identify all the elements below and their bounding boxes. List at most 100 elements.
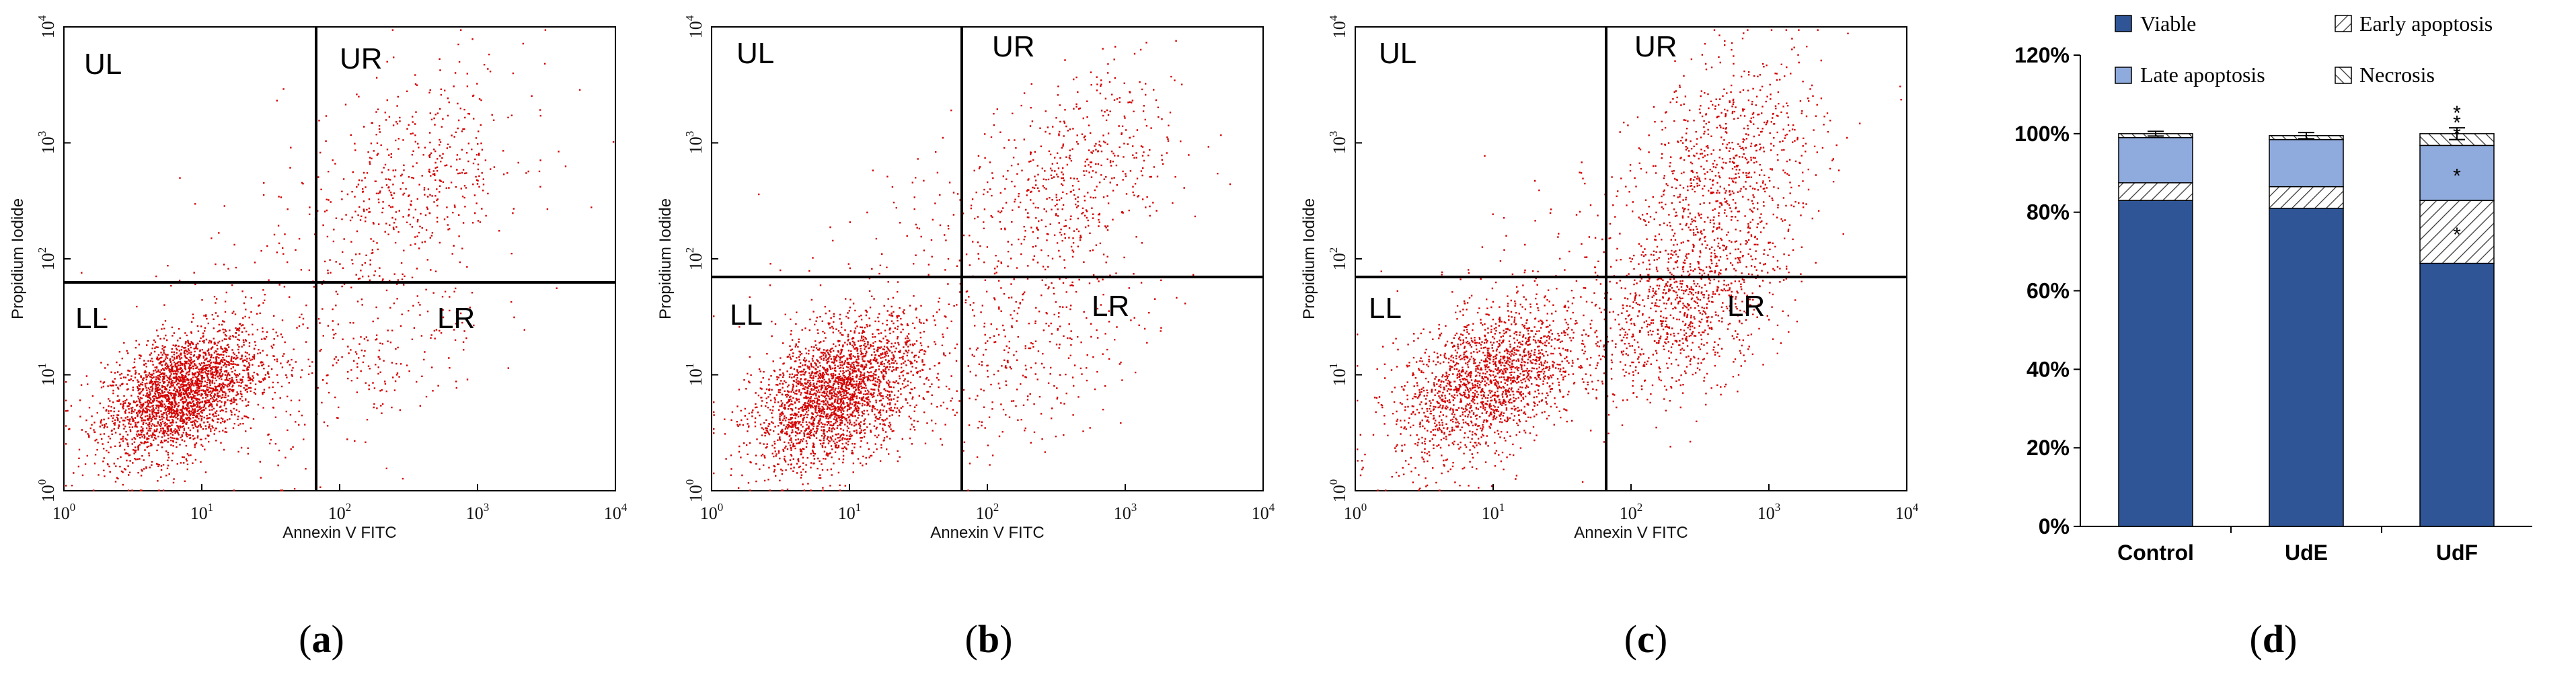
y-tick-label: 102 bbox=[1327, 247, 1349, 271]
flow-panel-b: UL UR LL LR 100 101 102 103 104 100 101 … bbox=[656, 15, 1275, 661]
y-tick-label: 0% bbox=[2039, 514, 2070, 538]
bars: ***** bbox=[2118, 102, 2495, 527]
y-axis-ticks: 0% 20% 40% 60% 80% 100% 120% bbox=[2014, 43, 2080, 538]
y-tick-label: 100 bbox=[683, 479, 706, 503]
legend-label-viable: Viable bbox=[2140, 11, 2196, 36]
legend-label-early-apoptosis: Early apoptosis bbox=[2359, 11, 2493, 36]
stacked-bar-panel: Viable Early apoptosis Late apoptosis Ne… bbox=[2014, 11, 2532, 661]
scatter-points bbox=[713, 40, 1232, 491]
x-category-label: Control bbox=[2117, 541, 2194, 565]
y-axis-ticks: 100 101 102 103 104 bbox=[683, 15, 706, 502]
scatter-points bbox=[65, 29, 615, 491]
scatter-dots bbox=[713, 40, 1232, 491]
y-axis-title: Propidium Iodide bbox=[1300, 198, 1318, 319]
quadrant-label-ul: UL bbox=[736, 37, 774, 70]
quadrant-label-ul: UL bbox=[1379, 37, 1416, 70]
significance-star: * bbox=[2453, 224, 2461, 246]
significance-star: * bbox=[2453, 112, 2461, 134]
y-tick-label: 102 bbox=[36, 247, 58, 271]
scatter-points bbox=[1357, 29, 1902, 491]
y-tick-label: 101 bbox=[683, 363, 706, 387]
plot-area bbox=[1355, 26, 1907, 491]
x-tick-label: 100 bbox=[700, 501, 724, 523]
x-category-label: UdF bbox=[2436, 541, 2478, 565]
bar-segment-early-apoptosis bbox=[2269, 186, 2344, 209]
flow-panel-c: UL UR LL LR 100 101 102 103 104 100 101 … bbox=[1300, 15, 1919, 661]
x-axis-ticks: 100 101 102 103 104 bbox=[700, 501, 1275, 523]
x-axis-title: Annexin V FITC bbox=[1574, 524, 1688, 542]
y-tick-label: 101 bbox=[1327, 363, 1349, 387]
x-tick-label: 100 bbox=[52, 501, 76, 523]
x-category-label: UdE bbox=[2285, 541, 2328, 565]
x-tick-label: 104 bbox=[1895, 501, 1919, 523]
error-bar bbox=[2298, 132, 2314, 140]
y-tick-label: 60% bbox=[2026, 279, 2070, 303]
y-tick-label: 103 bbox=[1327, 131, 1349, 155]
x-axis-title: Annexin V FITC bbox=[930, 524, 1044, 542]
quadrant-label-ur: UR bbox=[992, 30, 1035, 63]
bar-segment-viable bbox=[2118, 200, 2193, 527]
x-axis-title: Annexin V FITC bbox=[282, 524, 396, 542]
y-tick-label: 40% bbox=[2026, 357, 2070, 381]
x-tick-label: 101 bbox=[838, 501, 862, 523]
y-axis-title: Propidium Iodide bbox=[656, 198, 675, 319]
panel-label-a: (a) bbox=[299, 617, 344, 661]
flow-panel-a: UL UR LL LR 100 101 102 103 104 100 101 … bbox=[9, 15, 628, 661]
x-tick-label: 101 bbox=[190, 501, 214, 523]
x-axis-labels: Control UdE UdF bbox=[2117, 526, 2478, 565]
x-tick-label: 102 bbox=[1620, 501, 1643, 523]
legend-swatch-late-apoptosis bbox=[2115, 67, 2132, 84]
y-axis-title: Propidium Iodide bbox=[9, 198, 27, 319]
y-tick-label: 80% bbox=[2026, 200, 2070, 225]
y-tick-label: 100% bbox=[2014, 122, 2070, 146]
y-tick-label: 104 bbox=[36, 15, 58, 38]
bar-segment-viable bbox=[2269, 208, 2344, 527]
y-tick-label: 100 bbox=[1327, 479, 1349, 503]
y-axis-ticks: 100 101 102 103 104 bbox=[1327, 15, 1349, 502]
x-tick-label: 104 bbox=[604, 501, 628, 523]
x-tick-label: 104 bbox=[1252, 501, 1275, 523]
quadrant-label-lr: LR bbox=[437, 302, 475, 335]
plot-area bbox=[63, 26, 616, 491]
x-tick-label: 101 bbox=[1482, 501, 1505, 523]
legend-swatch-early-apoptosis bbox=[2335, 15, 2352, 32]
y-tick-label: 100 bbox=[36, 479, 58, 503]
bar-segment-late-apoptosis bbox=[2269, 138, 2344, 188]
y-tick-label: 20% bbox=[2026, 436, 2070, 460]
significance-star: * bbox=[2453, 165, 2461, 187]
legend-swatch-viable bbox=[2115, 15, 2132, 32]
x-tick-label: 102 bbox=[328, 501, 352, 523]
quadrant-label-ll: LL bbox=[75, 302, 108, 335]
x-axis-ticks: 100 101 102 103 104 bbox=[1344, 501, 1919, 523]
significance-star: * bbox=[2453, 124, 2461, 146]
x-tick-label: 102 bbox=[976, 501, 999, 523]
panel-label-c: (c) bbox=[1624, 617, 1667, 661]
bar-segment-late-apoptosis bbox=[2118, 136, 2193, 184]
bar-segment-early-apoptosis bbox=[2118, 182, 2193, 201]
panel-label-b: (b) bbox=[965, 617, 1013, 661]
quadrant-label-ll: LL bbox=[1369, 292, 1402, 325]
panel-label-d: (d) bbox=[2250, 617, 2298, 661]
x-axis-ticks: 100 101 102 103 104 bbox=[52, 501, 628, 523]
plot-area bbox=[711, 26, 1264, 491]
scatter-dots bbox=[1357, 29, 1902, 491]
legend: Viable Early apoptosis Late apoptosis Ne… bbox=[2115, 11, 2493, 87]
legend-swatch-necrosis bbox=[2335, 67, 2352, 84]
bar-segment-late-apoptosis bbox=[2419, 145, 2495, 201]
x-tick-label: 103 bbox=[1114, 501, 1137, 523]
bar-segment-early-apoptosis bbox=[2419, 200, 2495, 264]
x-tick-label: 100 bbox=[1344, 501, 1367, 523]
quadrant-label-lr: LR bbox=[1092, 290, 1129, 323]
y-tick-label: 103 bbox=[36, 131, 58, 155]
y-tick-label: 104 bbox=[683, 15, 706, 38]
scatter-dots bbox=[65, 29, 615, 491]
x-tick-label: 103 bbox=[466, 501, 490, 523]
legend-label-late-apoptosis: Late apoptosis bbox=[2140, 63, 2265, 87]
quadrant-label-ll: LL bbox=[730, 298, 763, 331]
quadrant-label-lr: LR bbox=[1727, 290, 1765, 323]
error-bar bbox=[2148, 130, 2164, 137]
x-tick-label: 103 bbox=[1757, 501, 1781, 523]
quadrant-label-ur: UR bbox=[340, 42, 383, 75]
y-tick-label: 103 bbox=[683, 131, 706, 155]
